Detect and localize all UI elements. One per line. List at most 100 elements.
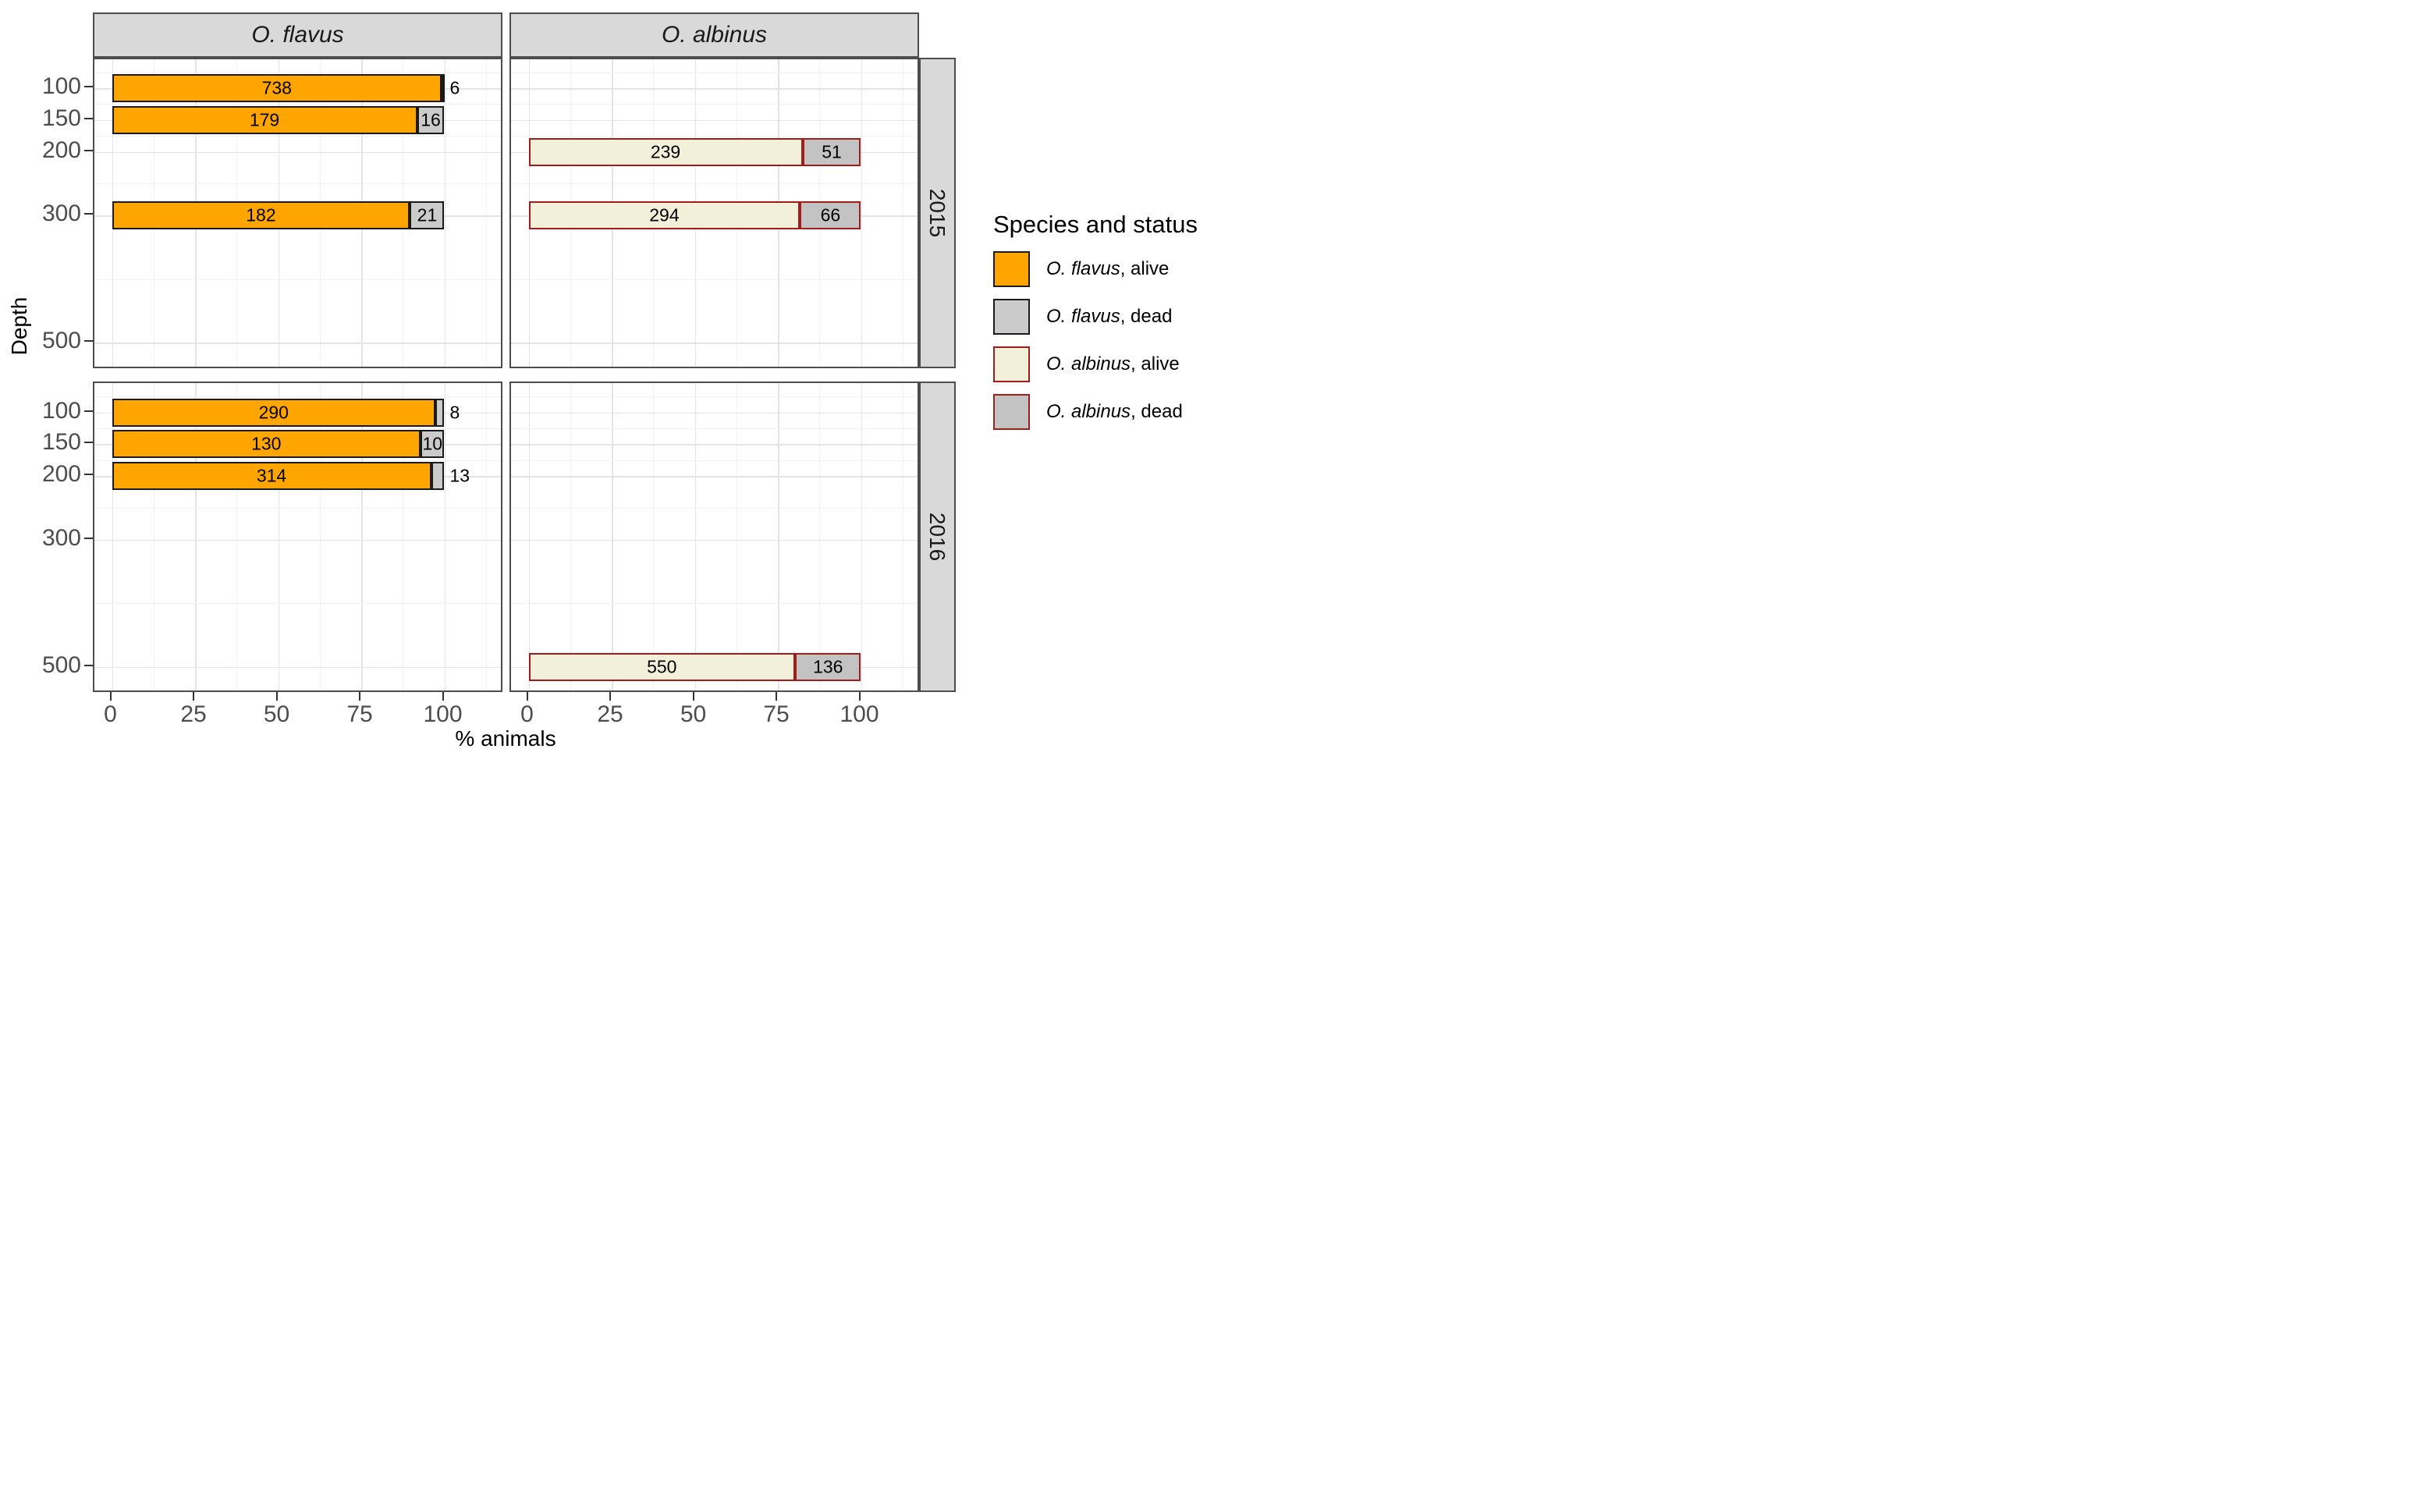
gridline-major — [361, 383, 363, 690]
legend-swatch-flavus-alive — [993, 251, 1030, 287]
gridline-minor — [94, 136, 501, 137]
facet-strip-year-2015: 2015 — [919, 57, 956, 368]
x-axis-tick-label: 100 — [423, 701, 463, 727]
bar-segment-alive — [528, 201, 800, 229]
gridline-major — [112, 383, 113, 690]
bar-value-dead: 21 — [417, 204, 438, 225]
bar-segment-dead — [417, 105, 445, 134]
gridline-major — [94, 343, 501, 344]
bar-value-alive: 182 — [246, 204, 276, 225]
bar-segment-alive — [112, 430, 421, 459]
facet-strip-label: O. albinus — [661, 21, 768, 48]
y-axis-tick-label: 200 — [41, 137, 81, 163]
panel-flavus-2016: 290 8 130 10 314 13 — [93, 382, 502, 692]
bar-segment-alive — [112, 398, 436, 427]
y-axis-tick — [84, 149, 93, 151]
bar-value-alive: 550 — [647, 656, 677, 676]
y-axis-tick — [84, 86, 93, 87]
bar-segment-alive — [528, 652, 796, 681]
legend-swatch-flavus-dead — [993, 299, 1030, 335]
legend-label: O. flavus, dead — [1046, 306, 1173, 327]
legend-item-flavus-dead: O. flavus, dead — [993, 299, 1198, 335]
gridline-minor — [94, 603, 501, 604]
gridline-minor — [94, 396, 501, 398]
y-axis-tick-label: 300 — [41, 524, 81, 551]
bar-value-alive: 130 — [251, 433, 282, 454]
gridline-major — [861, 59, 862, 367]
gridline-minor — [511, 428, 918, 429]
gridline-minor — [511, 183, 918, 185]
y-axis-tick-label: 100 — [41, 73, 81, 99]
x-axis-tick-label: 75 — [763, 701, 790, 727]
gridline-minor — [319, 383, 321, 690]
gridline-major — [861, 383, 862, 690]
bar-segment-dead — [800, 201, 861, 229]
gridline-minor — [485, 383, 487, 690]
gridline-major — [444, 59, 445, 367]
x-axis-tick — [109, 691, 112, 701]
panel-flavus-2015: 738 6 179 16 182 21 — [93, 57, 502, 368]
faceted-stacked-bar-chart: O. flavus O. albinus 2015 2016 738 6 179 16… — [0, 0, 1214, 756]
gridline-minor — [511, 507, 918, 509]
panel-albinus-2016: 550 136 — [509, 382, 919, 692]
gridline-minor — [94, 279, 501, 280]
legend-item-flavus-alive: O. flavus, alive — [993, 251, 1198, 287]
x-axis-tick-label: 50 — [680, 701, 707, 727]
bar-value-dead: 16 — [421, 109, 441, 130]
gridline-minor — [511, 396, 918, 398]
gridline-minor — [511, 279, 918, 280]
gridline-minor — [511, 104, 918, 105]
bar-value-dead: 10 — [422, 433, 443, 454]
bar-segment-dead — [442, 74, 445, 102]
gridline-minor — [819, 383, 821, 690]
x-axis-title: % animals — [455, 726, 556, 751]
gridline-major — [195, 383, 197, 690]
bar-value-alive: 294 — [649, 204, 680, 225]
facet-strip-year-2016: 2016 — [919, 382, 956, 692]
gridline-major — [511, 88, 918, 90]
bar-value-dead: 8 — [449, 402, 460, 422]
bar-value-dead: 51 — [822, 141, 842, 161]
gridline-major — [511, 444, 918, 445]
x-axis-tick-label: 0 — [520, 701, 534, 727]
legend-item-albinus-alive: O. albinus, alive — [993, 346, 1198, 382]
facet-strip-species-flavus: O. flavus — [93, 12, 502, 58]
bar-segment-alive — [112, 105, 417, 134]
bar-segment-alive — [112, 201, 410, 229]
legend-title: Species and status — [993, 211, 1198, 238]
x-axis-tick-label: 100 — [840, 701, 879, 727]
y-axis-tick — [84, 340, 93, 342]
facet-strip-species-albinus: O. albinus — [509, 12, 919, 58]
gridline-major — [94, 666, 501, 668]
x-axis-tick-label: 25 — [597, 701, 623, 727]
gridline-major — [511, 412, 918, 413]
gridline-minor — [653, 383, 655, 690]
bar-segment-dead — [421, 430, 445, 459]
y-axis-tick — [84, 664, 93, 666]
gridline-major — [511, 539, 918, 541]
bar-segment-dead — [802, 137, 861, 166]
gridline-minor — [94, 104, 501, 105]
bar-segment-alive — [112, 462, 431, 490]
legend-item-albinus-dead: O. albinus, dead — [993, 394, 1198, 430]
x-axis-tick — [692, 691, 694, 701]
gridline-major — [444, 383, 445, 690]
y-axis-tick-label: 200 — [41, 461, 81, 487]
legend-label: O. albinus, alive — [1046, 353, 1180, 374]
gridline-minor — [94, 460, 501, 461]
bar-segment-dead — [435, 398, 445, 427]
panel-albinus-2015: 239 51 294 66 — [509, 57, 919, 368]
gridline-major — [612, 383, 613, 690]
x-axis-tick-label: 50 — [263, 701, 290, 727]
gridline-minor — [485, 59, 487, 367]
y-axis-tick-label: 100 — [41, 397, 81, 424]
gridline-major — [778, 383, 779, 690]
bar-value-dead: 13 — [449, 465, 470, 486]
gridline-minor — [236, 383, 238, 690]
gridline-minor — [511, 460, 918, 461]
gridline-minor — [94, 183, 501, 185]
y-axis-tick-label: 300 — [41, 201, 81, 226]
bar-segment-alive — [528, 137, 803, 166]
facet-strip-label: 2015 — [925, 188, 950, 237]
y-axis-tick — [84, 537, 93, 539]
